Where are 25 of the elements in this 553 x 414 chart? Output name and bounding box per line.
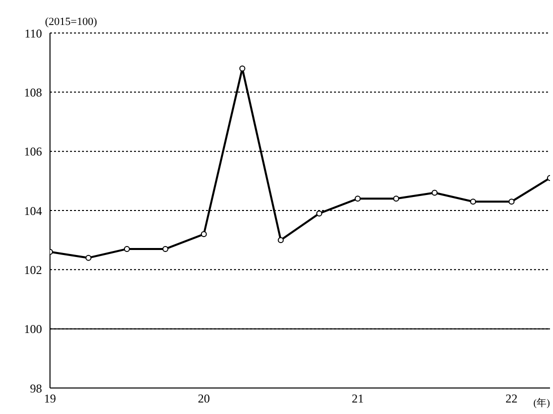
x-tick-label: 22 — [506, 392, 518, 406]
point — [393, 196, 400, 202]
point — [239, 66, 246, 72]
y-tick-label: 110 — [24, 26, 42, 40]
point — [354, 196, 361, 202]
point — [432, 190, 438, 196]
point — [200, 231, 207, 238]
point — [124, 246, 130, 252]
x-tick-label: 20 — [198, 392, 210, 406]
y-tick-label: 108 — [24, 85, 42, 100]
point — [278, 237, 284, 244]
point — [85, 254, 92, 261]
point — [508, 198, 515, 205]
y-tick-label: 104 — [24, 204, 42, 218]
x-axis-title: (年) — [533, 397, 550, 409]
y-tick-label: 98 — [30, 381, 42, 396]
y-tick-label: 102 — [24, 262, 42, 277]
x-tick-label: 19 — [44, 392, 56, 406]
point — [470, 198, 476, 205]
y-tick-label: 100 — [24, 322, 42, 336]
y-tick-label: 106 — [24, 144, 42, 159]
x-tick-label: 21 — [352, 392, 364, 406]
point — [316, 210, 322, 216]
y-axis-title: (2015=100) — [44, 16, 98, 28]
point — [162, 246, 168, 252]
